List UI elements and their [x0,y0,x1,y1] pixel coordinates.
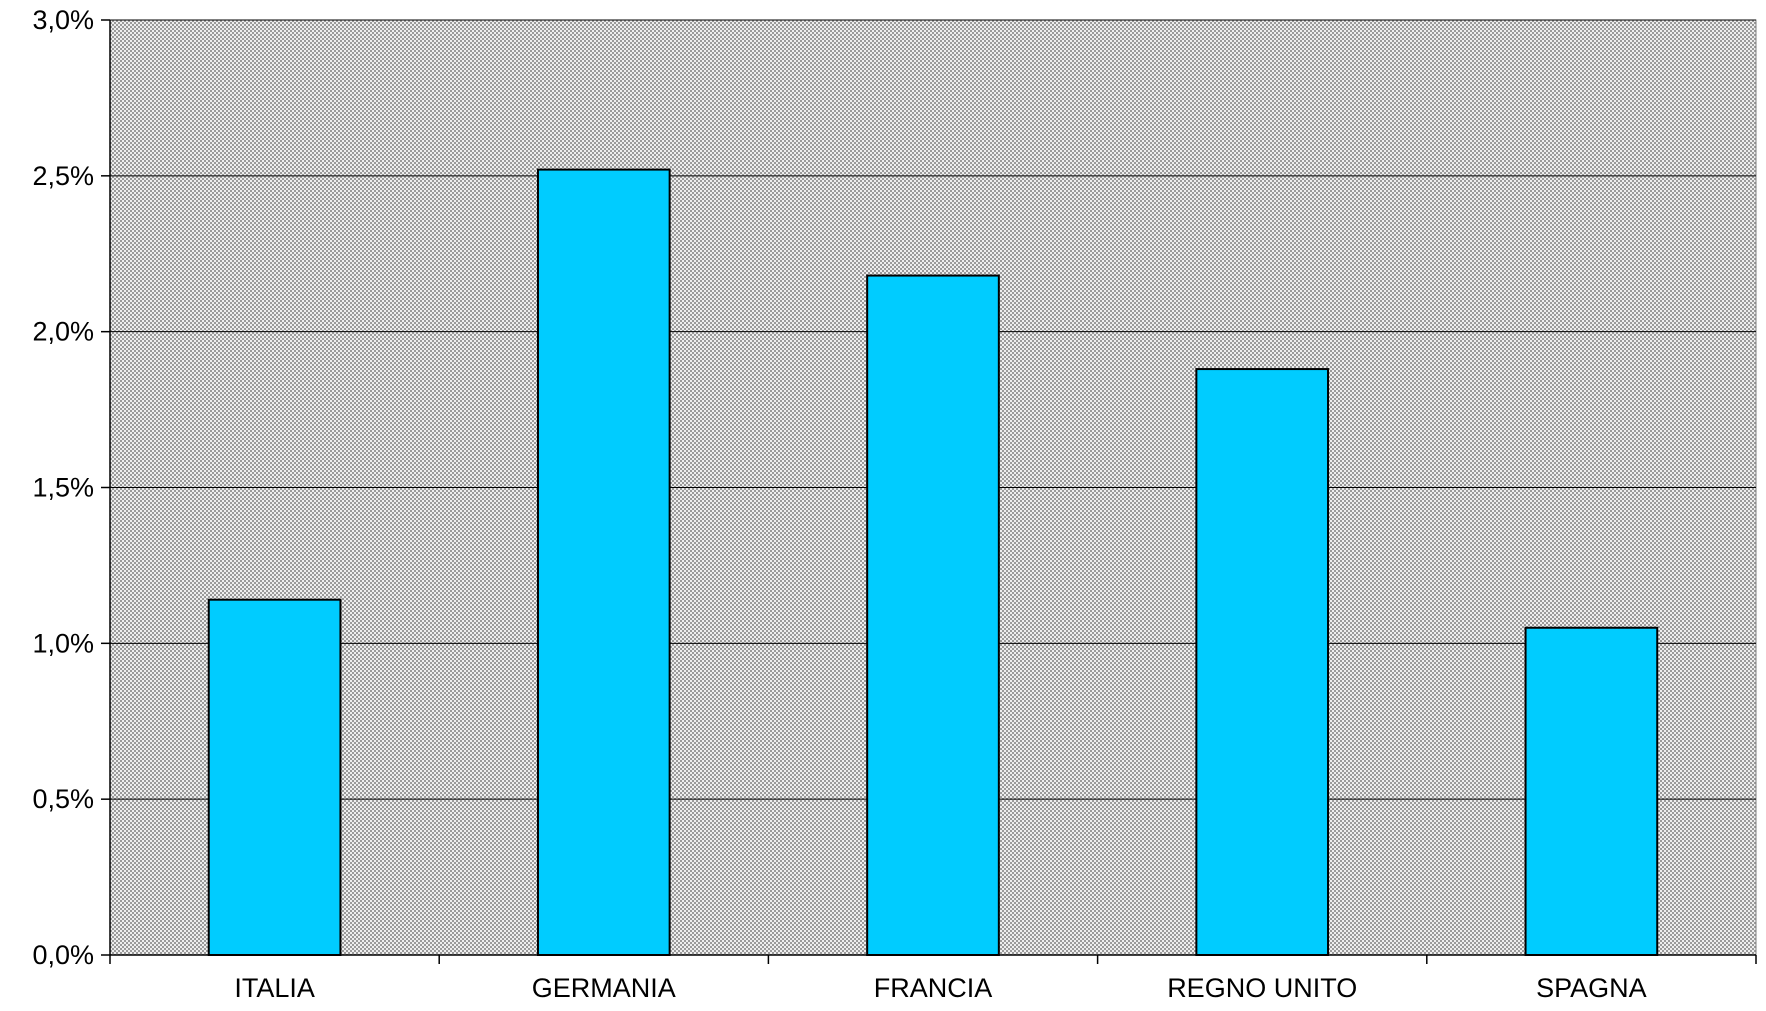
bar-germania [536,168,671,957]
x-tick-label: SPAGNA [1536,973,1647,1003]
y-tick-label: 1,5% [32,473,94,503]
x-tick-label: ITALIA [234,973,315,1003]
y-tick-label: 2,5% [32,161,94,191]
x-tick-label: GERMANIA [532,973,676,1003]
bar-regno-unito [1195,368,1330,957]
y-tick-label: 0,5% [32,784,94,814]
y-tick-label: 2,0% [32,317,94,347]
bar-francia [866,274,1000,957]
x-tick-label: REGNO UNITO [1167,973,1357,1003]
y-tick-label: 3,0% [32,5,94,35]
y-tick-label: 0,0% [32,940,94,970]
x-tick-label: FRANCIA [874,973,993,1003]
bar-spagna [1524,626,1659,956]
bar-italia [207,598,342,956]
y-tick-label: 1,0% [32,628,94,658]
